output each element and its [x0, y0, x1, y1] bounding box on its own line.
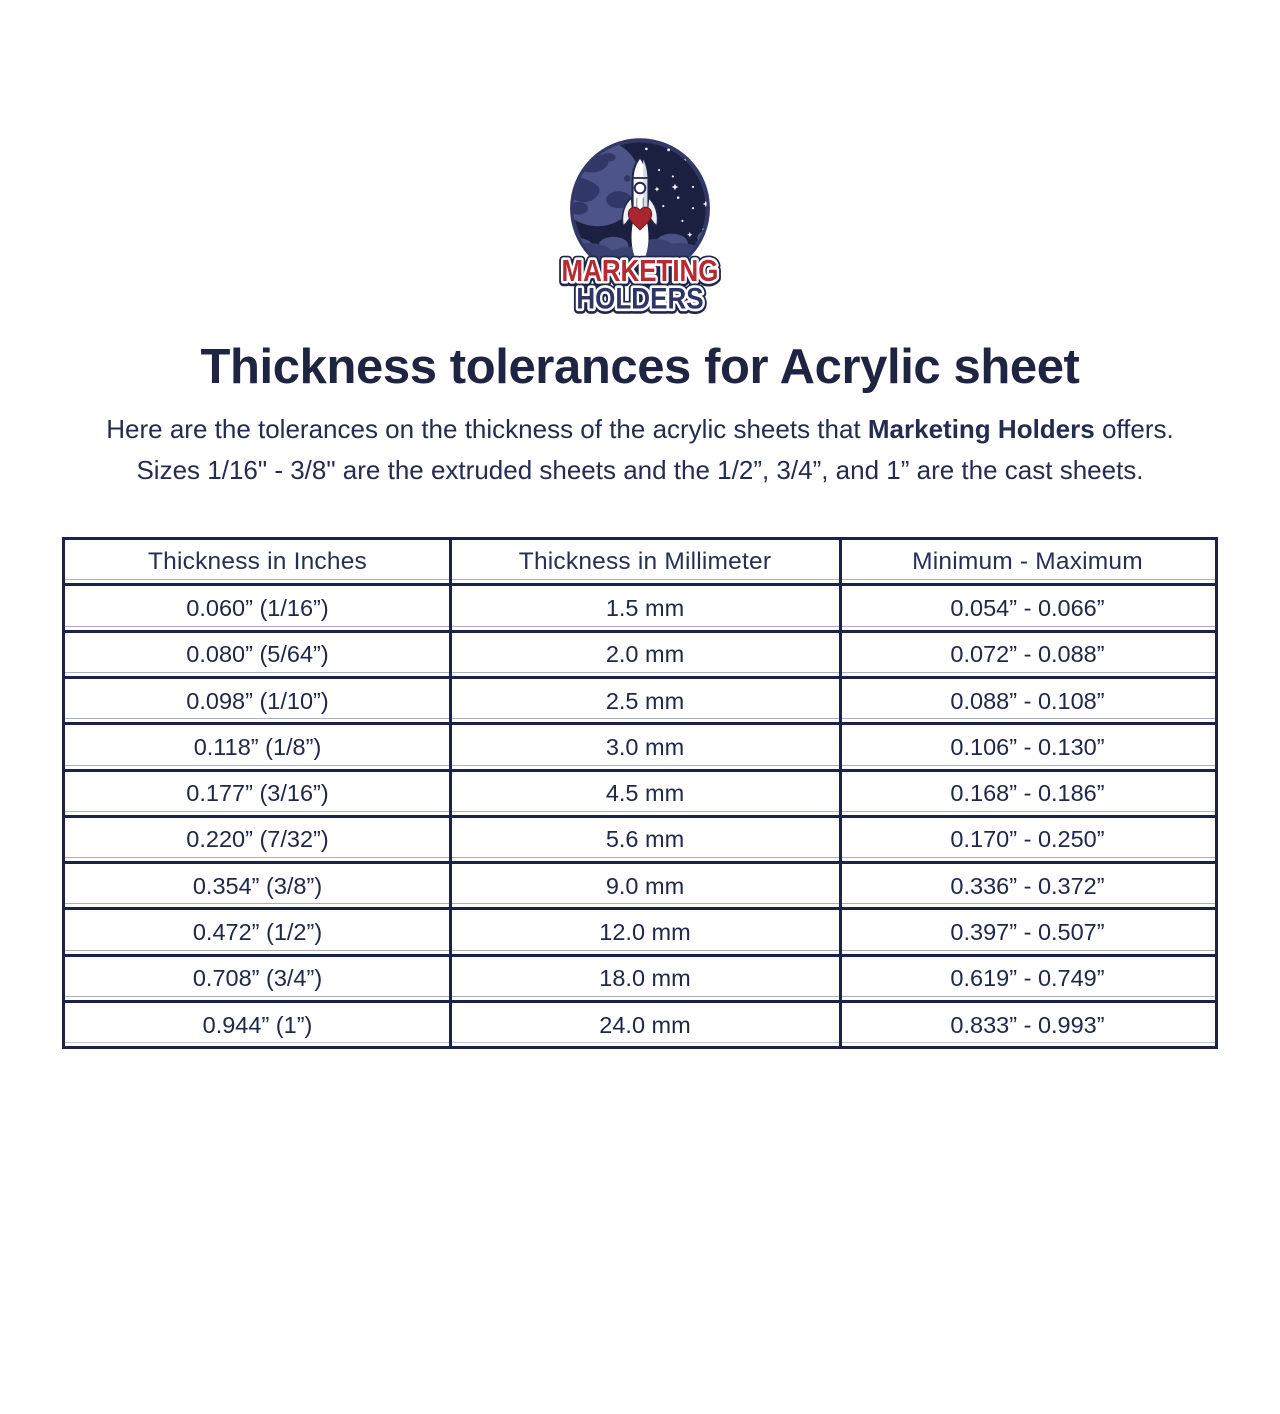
table-cell: 0.098” (1/10”) — [186, 687, 329, 714]
intro-brand: Marketing Holders — [867, 413, 1095, 444]
table-column-divider — [838, 540, 842, 1047]
stars — [645, 147, 707, 238]
page: MARKETING MARKETING HOLDERS HOLDERS Thic… — [0, 134, 1280, 1414]
page-title: Thickness tolerances for Acrylic sheet — [200, 339, 1080, 394]
logo-text-outline: HOLDERS — [576, 283, 703, 316]
intro-line2: Sizes 1/16" - 3/8" are the extruded shee… — [136, 454, 1144, 485]
table-cell: 0.336” - 0.372” — [950, 872, 1105, 899]
table-row: 0.708” (3/4”) 18.0 mm 0.619” - 0.749” — [65, 949, 1215, 1000]
table-cell: 0.168” - 0.186” — [950, 780, 1105, 807]
table-cell: 0.118” (1/8”) — [193, 733, 322, 760]
logo-text-marketing: MARKETING — [562, 255, 719, 288]
logo-wordmark: MARKETING MARKETING HOLDERS HOLDERS — [557, 251, 723, 321]
table-row: 0.472” (1/2”) 12.0 mm 0.397” - 0.507” — [65, 903, 1215, 953]
table-cell: 0.619” - 0.749” — [950, 965, 1105, 992]
table-cell: 0.944” (1”) — [202, 1011, 313, 1038]
tolerance-table: Thickness in Inches Thickness in Millimet… — [62, 537, 1218, 1050]
marketing-holders-logo: MARKETING MARKETING HOLDERS HOLDERS — [557, 138, 723, 321]
table-row: 0.118” (1/8”) 3.0 mm 0.106” - 0.130” — [65, 718, 1215, 768]
table-cell: 0.472” (1/2”) — [192, 919, 323, 946]
logo-text-holders: HOLDERS — [576, 282, 703, 315]
table-cell: 0.060” (1/16”) — [186, 595, 329, 621]
table-row: 0.354” (3/8”) 9.0 mm 0.336” - 0.372” — [65, 857, 1215, 907]
table-cell: 2.0 mm — [605, 641, 685, 668]
logo-text-outline: MARKETING — [562, 255, 719, 288]
table-cell: 24.0 mm — [599, 1011, 691, 1038]
table-cell: 0.177” (3/16”) — [186, 780, 329, 807]
table-row: 0.060” (1/16”) 1.5 mm 0.054” - 0.066” — [65, 579, 1215, 629]
table-column-divider — [448, 540, 452, 1047]
table-row: 0.080” (5/64”) 2.0 mm 0.072” - 0.088” — [65, 625, 1215, 676]
table-cell: 0.072” - 0.088” — [950, 641, 1105, 668]
table-header-row: Thickness in Inches Thickness in Millimet… — [65, 540, 1215, 583]
intro-post: offers. — [1094, 413, 1174, 444]
table-row: 0.177” (3/16”) 4.5 mm 0.168” - 0.186” — [65, 764, 1215, 815]
table-cell: 0.220” (7/32”) — [186, 826, 329, 853]
table-cell: 12.0 mm — [599, 919, 691, 946]
table-cell: 9.0 mm — [605, 872, 685, 899]
table-row: 0.098” (1/10”) 2.5 mm 0.088” - 0.108” — [65, 671, 1215, 722]
table-row: 0.944” (1”) 24.0 mm 0.833” - 0.993” — [65, 996, 1215, 1046]
table-cell: 0.106” - 0.130” — [950, 733, 1105, 760]
table-cell: 0.708” (3/4”) — [192, 965, 323, 992]
table-cell: 2.5 mm — [605, 687, 685, 714]
table-cell: 0.054” - 0.066” — [950, 595, 1105, 621]
intro-pre: Here are the tolerances on the thickness… — [106, 413, 868, 444]
table-cell: 0.080” (5/64”) — [186, 641, 329, 668]
intro-text: Here are the tolerances on the thickness… — [55, 409, 1225, 491]
heart-icon — [627, 206, 653, 231]
table-cell: 1.5 mm — [605, 595, 685, 621]
table-cell: 5.6 mm — [605, 826, 685, 853]
table-cell: 0.170” - 0.250” — [950, 826, 1105, 853]
table-cell: 0.354” (3/8”) — [192, 872, 323, 899]
table-cell: 18.0 mm — [599, 965, 691, 992]
table-header-cell: Thickness in Inches — [148, 548, 367, 576]
table-cell: 3.0 mm — [605, 733, 685, 760]
table-cell: 0.088” - 0.108” — [950, 687, 1105, 714]
table-header-cell: Minimum - Maximum — [912, 548, 1143, 576]
table-header-cell: Thickness in Millimeter — [518, 548, 772, 576]
table-cell: 0.397” - 0.507” — [950, 919, 1105, 946]
table-row: 0.220” (7/32”) 5.6 mm 0.170” - 0.250” — [65, 810, 1215, 861]
table-cell: 4.5 mm — [605, 780, 685, 807]
rocket-icon — [621, 156, 659, 268]
table-cell: 0.833” - 0.993” — [950, 1011, 1105, 1038]
